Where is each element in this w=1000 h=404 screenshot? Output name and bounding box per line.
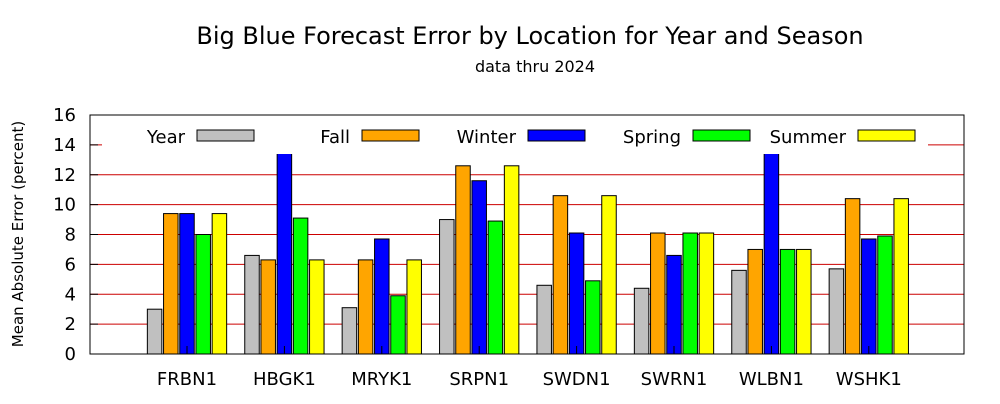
- legend-label-spring: Spring: [623, 127, 681, 148]
- x-tick-label: HBGK1: [253, 369, 316, 390]
- bar-year-frbn1: [146, 308, 163, 355]
- x-tick-label: MRYK1: [351, 369, 412, 390]
- bar-year-wlbn1: [731, 269, 747, 355]
- bar-spring-swrn1: [682, 232, 698, 355]
- bar-spring-srpn1: [487, 220, 504, 355]
- bar-summer-wlbn1: [796, 248, 812, 355]
- bar-fall-mryk1: [357, 259, 374, 355]
- legend-swatch-year: [196, 129, 255, 142]
- legend-swatch-spring: [692, 129, 751, 142]
- x-tick-label: SWRN1: [641, 369, 708, 390]
- bar-fall-srpn1: [455, 165, 471, 355]
- bar-fall-hbgk1: [260, 259, 276, 355]
- bar-spring-hbgk1: [292, 217, 309, 355]
- x-tick-label: FRBN1: [157, 369, 217, 390]
- legend-label-summer: Summer: [770, 127, 847, 148]
- bar-winter-frbn1: [179, 213, 195, 355]
- legend-swatch-winter: [527, 129, 586, 142]
- bar-summer-mryk1: [406, 259, 422, 355]
- bar-year-srpn1: [439, 219, 455, 355]
- bar-spring-wshk1: [877, 235, 893, 355]
- bars-layer: [146, 142, 909, 355]
- x-ticks: FRBN1 HBGK1 MRYK1 SRPN1 SWDN1 SWRN1 WLBN1 WSHK1: [157, 346, 902, 390]
- bar-winter-swdn1: [568, 232, 585, 355]
- bar-summer-frbn1: [211, 213, 228, 355]
- bar-summer-swrn1: [698, 232, 715, 355]
- y-tick-label: 6: [65, 254, 76, 275]
- bar-year-wshk1: [828, 268, 845, 355]
- legend-swatch-fall: [361, 129, 420, 142]
- bar-spring-mryk1: [390, 295, 406, 355]
- bar-winter-wlbn1: [763, 148, 780, 355]
- bar-fall-swdn1: [552, 195, 569, 355]
- bar-summer-wshk1: [893, 198, 909, 355]
- y-tick-label: 12: [53, 165, 76, 186]
- bar-summer-hbgk1: [309, 259, 325, 355]
- y-tick-label: 10: [53, 195, 76, 216]
- x-tick-label: SRPN1: [449, 369, 509, 390]
- legend-swatch-summer: [857, 129, 916, 142]
- bar-fall-wshk1: [844, 198, 861, 355]
- y-tick-label: 4: [65, 284, 76, 305]
- bar-year-mryk1: [341, 307, 358, 355]
- y-tick-label: 14: [53, 135, 76, 156]
- bar-fall-frbn1: [163, 213, 179, 355]
- legend-label-fall: Fall: [320, 127, 350, 148]
- chart-title: Big Blue Forecast Error by Location for …: [196, 22, 863, 50]
- bar-winter-srpn1: [471, 180, 487, 355]
- legend-label-year: Year: [146, 127, 186, 148]
- bar-fall-wlbn1: [747, 248, 763, 355]
- legend-label-winter: Winter: [457, 127, 517, 148]
- bar-summer-swdn1: [601, 195, 617, 355]
- bar-winter-wshk1: [861, 238, 877, 355]
- bar-winter-hbgk1: [276, 142, 293, 355]
- x-tick-label: WLBN1: [739, 369, 804, 390]
- bar-spring-wlbn1: [779, 248, 796, 355]
- y-tick-label: 8: [65, 225, 76, 246]
- chart-subtitle: data thru 2024: [475, 57, 595, 76]
- y-tick-label: 2: [65, 314, 76, 335]
- legend: Year Fall Winter Spring Summer: [102, 120, 928, 154]
- bar-winter-swrn1: [666, 254, 682, 355]
- y-tick-label: 16: [53, 105, 76, 126]
- bar-year-swrn1: [633, 287, 650, 355]
- y-axis-label: Mean Absolute Error (percent): [9, 121, 27, 347]
- y-tick-label: 0: [65, 344, 76, 365]
- x-tick-label: SWDN1: [543, 369, 611, 390]
- bar-spring-frbn1: [195, 234, 211, 355]
- x-tick-label: WSHK1: [836, 369, 902, 390]
- bar-fall-swrn1: [650, 232, 666, 355]
- bar-summer-srpn1: [503, 165, 520, 355]
- bar-spring-swdn1: [585, 280, 601, 355]
- bar-winter-mryk1: [374, 238, 390, 355]
- bar-year-hbgk1: [244, 254, 260, 355]
- y-ticks: 0 2 4 6 8 10 12 14 16: [53, 105, 98, 365]
- bar-year-swdn1: [536, 284, 552, 355]
